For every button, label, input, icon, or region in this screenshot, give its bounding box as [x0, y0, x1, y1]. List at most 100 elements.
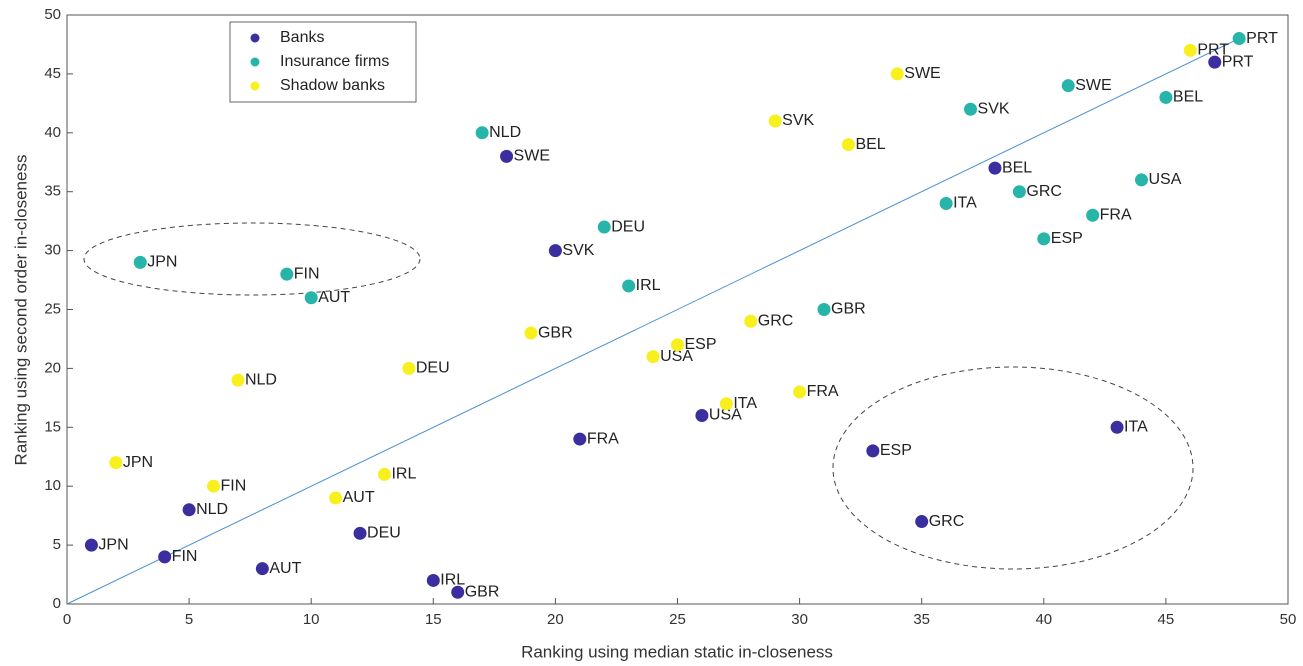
point-label: SVK: [782, 112, 814, 129]
point: [231, 373, 245, 387]
point-label: NLD: [245, 371, 277, 388]
point-label: FRA: [587, 430, 619, 447]
point-label: FIN: [294, 265, 320, 282]
point-label: IRL: [440, 572, 465, 589]
point-label: GRC: [929, 513, 965, 530]
point-label: AUT: [269, 560, 301, 577]
point-label: USA: [660, 348, 693, 365]
point: [988, 161, 1002, 175]
point-label: SWE: [514, 148, 550, 165]
point-label: DEU: [367, 525, 401, 542]
point: [1134, 173, 1148, 187]
x-tick-label: 5: [185, 611, 193, 628]
point-label: SWE: [904, 65, 940, 82]
point: [84, 538, 98, 552]
point-label: BEL: [1173, 89, 1203, 106]
x-tick-label: 0: [63, 611, 71, 628]
point-label: AUT: [318, 289, 350, 306]
y-tick-label: 25: [44, 300, 61, 317]
point-label: ESP: [880, 442, 912, 459]
x-tick-label: 30: [791, 611, 808, 628]
point: [109, 456, 123, 470]
point: [768, 114, 782, 128]
x-tick-label: 40: [1035, 611, 1052, 628]
x-tick-label: 15: [425, 611, 442, 628]
point: [329, 491, 343, 505]
x-tick-label: 50: [1280, 611, 1297, 628]
y-tick-label: 20: [44, 359, 61, 376]
point-label: BEL: [1002, 159, 1032, 176]
point: [1159, 90, 1173, 104]
legend-label: Banks: [280, 29, 324, 46]
legend-marker: [250, 33, 260, 43]
point-label: ITA: [733, 395, 757, 412]
point: [158, 550, 172, 564]
point: [1110, 420, 1124, 434]
point-label: NLD: [489, 124, 521, 141]
point: [695, 409, 709, 423]
point-label: JPN: [98, 536, 128, 553]
y-tick-label: 10: [44, 477, 61, 494]
point-label: SWE: [1075, 77, 1111, 94]
point-label: GRC: [1026, 183, 1062, 200]
point: [1012, 185, 1026, 199]
y-tick-label: 45: [44, 65, 61, 82]
point: [255, 562, 269, 576]
point: [573, 432, 587, 446]
point-label: SVK: [562, 242, 594, 259]
point: [475, 126, 489, 140]
point: [1037, 232, 1051, 246]
point-label: GBR: [465, 583, 500, 600]
reference-line: [66, 38, 1240, 605]
point-label: ITA: [1124, 419, 1148, 436]
point: [719, 397, 733, 411]
highlight-ellipse: [83, 222, 421, 296]
x-tick-label: 10: [303, 611, 320, 628]
point: [671, 338, 684, 352]
y-tick-label: 35: [44, 183, 61, 200]
point-label: GRC: [758, 312, 794, 329]
legend-marker: [250, 57, 260, 67]
point: [182, 503, 196, 517]
point-label: FIN: [221, 477, 247, 494]
point-label: FRA: [1100, 206, 1132, 223]
point: [964, 102, 978, 116]
point-label: GBR: [831, 301, 866, 318]
point: [817, 303, 831, 316]
point-label: BEL: [855, 136, 885, 153]
point: [426, 573, 440, 587]
x-tick-label: 25: [669, 611, 686, 628]
point: [597, 220, 611, 234]
point: [1232, 32, 1246, 46]
point-label: DEU: [416, 360, 450, 377]
point-label: GBR: [538, 324, 573, 341]
y-tick-label: 0: [53, 595, 61, 612]
point: [622, 279, 636, 293]
point: [133, 255, 147, 269]
highlight-ellipse: [832, 366, 1194, 570]
point: [1208, 55, 1222, 69]
point: [304, 291, 318, 305]
legend-label: Insurance firms: [280, 53, 389, 70]
point: [744, 314, 758, 328]
point: [646, 350, 660, 364]
point: [841, 138, 855, 152]
point-label: PRT: [1197, 42, 1229, 59]
y-tick-label: 15: [44, 418, 61, 435]
point: [353, 526, 367, 540]
y-tick-label: 40: [44, 124, 61, 141]
point: [402, 361, 416, 375]
point: [207, 479, 221, 493]
point: [377, 467, 391, 481]
y-tick-label: 50: [44, 6, 61, 23]
x-tick-label: 45: [1158, 611, 1175, 628]
point-label: NLD: [196, 501, 228, 518]
point: [451, 585, 465, 599]
point-label: IRL: [391, 466, 416, 483]
point-label: ESP: [1051, 230, 1083, 247]
point: [280, 267, 294, 281]
point-label: ESP: [685, 336, 717, 353]
point: [1183, 43, 1197, 57]
point-label: JPN: [123, 454, 153, 471]
